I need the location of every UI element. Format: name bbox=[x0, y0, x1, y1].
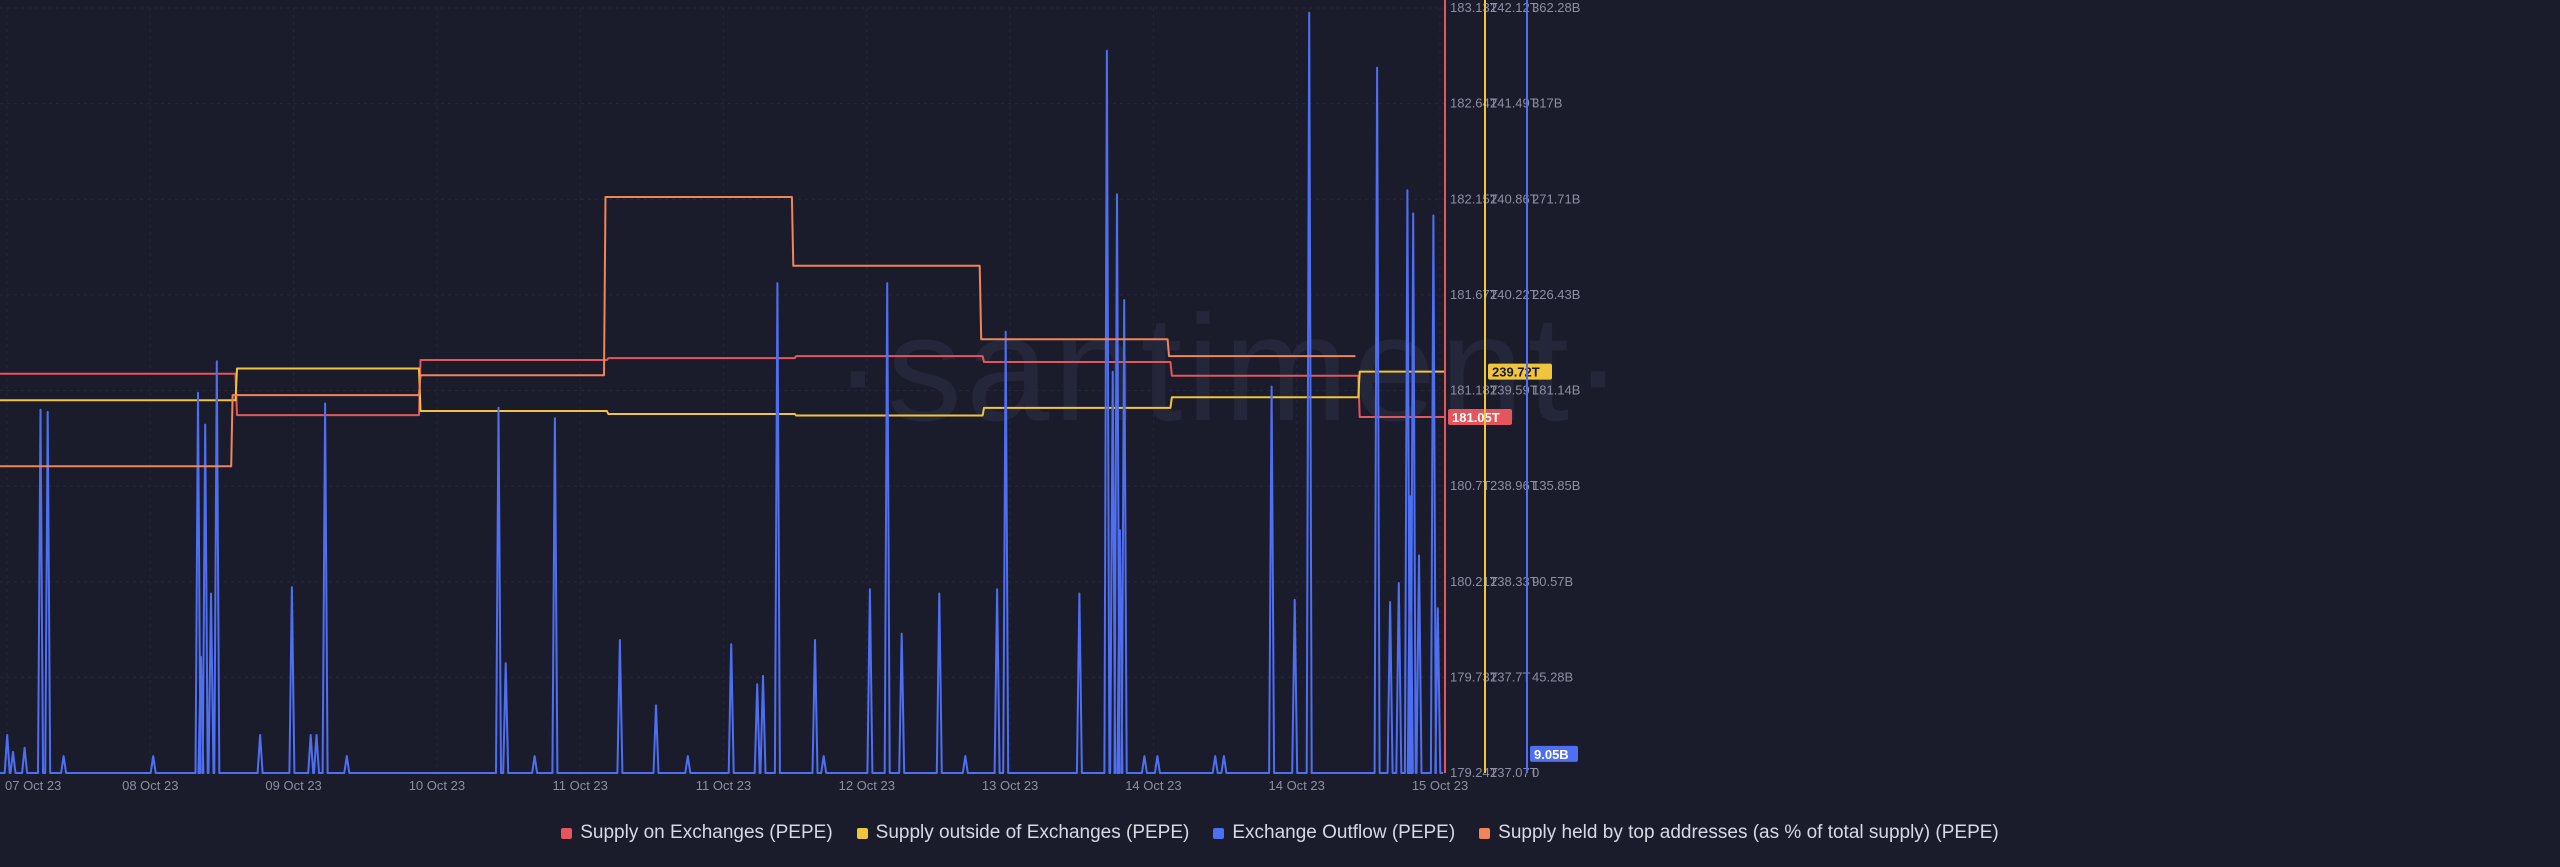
legend-label: Exchange Outflow (PEPE) bbox=[1232, 822, 1456, 843]
y-tick-label: 181.14B bbox=[1532, 383, 1580, 398]
legend-swatch bbox=[1479, 827, 1491, 839]
legend-item[interactable]: Supply on Exchanges (PEPE) bbox=[561, 822, 833, 844]
x-tick-label: 11 Oct 23 bbox=[696, 778, 751, 793]
y-tick-label: 0 bbox=[1532, 765, 1539, 780]
y-tick-label: 238.33T bbox=[1490, 574, 1538, 589]
y-tick-label: 362.28B bbox=[1532, 0, 1580, 15]
y-tick-label: 239.59T bbox=[1490, 383, 1538, 398]
chart-series-layer bbox=[0, 11, 1445, 774]
series-line-3 bbox=[0, 196, 1356, 468]
y-tick-label: 271.71B bbox=[1532, 191, 1580, 206]
y-tick-label: 226.43B bbox=[1532, 287, 1580, 302]
legend-label: Supply on Exchanges (PEPE) bbox=[580, 822, 833, 843]
value-badge bbox=[1448, 409, 1512, 426]
y-tick-label: 241.49T bbox=[1490, 96, 1538, 111]
y-tick-label: 237.07T bbox=[1490, 765, 1538, 780]
value-badge-label: 9.05B bbox=[1534, 747, 1569, 762]
x-tick-label: 14 Oct 23 bbox=[1125, 778, 1181, 793]
x-tick-label: 10 Oct 23 bbox=[409, 778, 465, 793]
x-axis-ticks: 07 Oct 23 08 Oct 23 09 Oct 23 10 Oct 23 11 O… bbox=[5, 778, 1468, 793]
x-tick-label: 09 Oct 23 bbox=[265, 778, 321, 793]
series-line-2 bbox=[0, 11, 1443, 774]
series-line-1 bbox=[0, 367, 1445, 417]
y-tick-label: 90.57B bbox=[1532, 574, 1573, 589]
legend-item[interactable]: Exchange Outflow (PEPE) bbox=[1213, 822, 1455, 844]
legend-label: Supply held by top addresses (as % of to… bbox=[1498, 822, 1999, 843]
chart-axes-layer: 183.13T182.64T182.15T181.67T181.18T180.7… bbox=[1444, 0, 1580, 780]
x-tick-label: 13 Oct 23 bbox=[982, 778, 1038, 793]
x-tick-label: 15 Oct 23 bbox=[1412, 778, 1468, 793]
y-tick-label: 237.7T bbox=[1490, 669, 1531, 684]
x-tick-label: 07 Oct 23 bbox=[5, 778, 61, 793]
y-tick-label: 242.12T bbox=[1490, 0, 1538, 15]
x-tick-label: 11 Oct 23 bbox=[552, 778, 607, 793]
y-tick-label: 238.96T bbox=[1490, 478, 1538, 493]
legend-swatch bbox=[1213, 827, 1225, 839]
legend-item[interactable]: Supply held by top addresses (as % of to… bbox=[1479, 822, 1999, 844]
legend-swatch bbox=[856, 827, 868, 839]
value-badge-label: 239.72T bbox=[1492, 365, 1540, 380]
x-tick-label: 12 Oct 23 bbox=[839, 778, 895, 793]
legend-item[interactable]: Supply outside of Exchanges (PEPE) bbox=[856, 822, 1190, 844]
y-tick-label: 317B bbox=[1532, 96, 1562, 111]
legend-swatch bbox=[561, 827, 573, 839]
value-badge bbox=[1530, 745, 1578, 762]
x-tick-label: 08 Oct 23 bbox=[122, 778, 178, 793]
series-line-0 bbox=[0, 355, 1445, 418]
y-tick-label: 135.85B bbox=[1532, 478, 1580, 493]
y-tick-label: 240.86T bbox=[1490, 191, 1538, 206]
y-tick-label: 180.7T bbox=[1450, 478, 1491, 493]
y-tick-label: 240.22T bbox=[1490, 287, 1538, 302]
value-badge bbox=[1488, 363, 1552, 380]
value-badge-label: 181.05T bbox=[1452, 410, 1500, 425]
y-tick-label: 45.28B bbox=[1532, 669, 1573, 684]
chart-legend: Supply on Exchanges (PEPE) Supply outside… bbox=[0, 818, 2560, 848]
x-tick-label: 14 Oct 23 bbox=[1269, 778, 1325, 793]
legend-label: Supply outside of Exchanges (PEPE) bbox=[875, 822, 1190, 843]
